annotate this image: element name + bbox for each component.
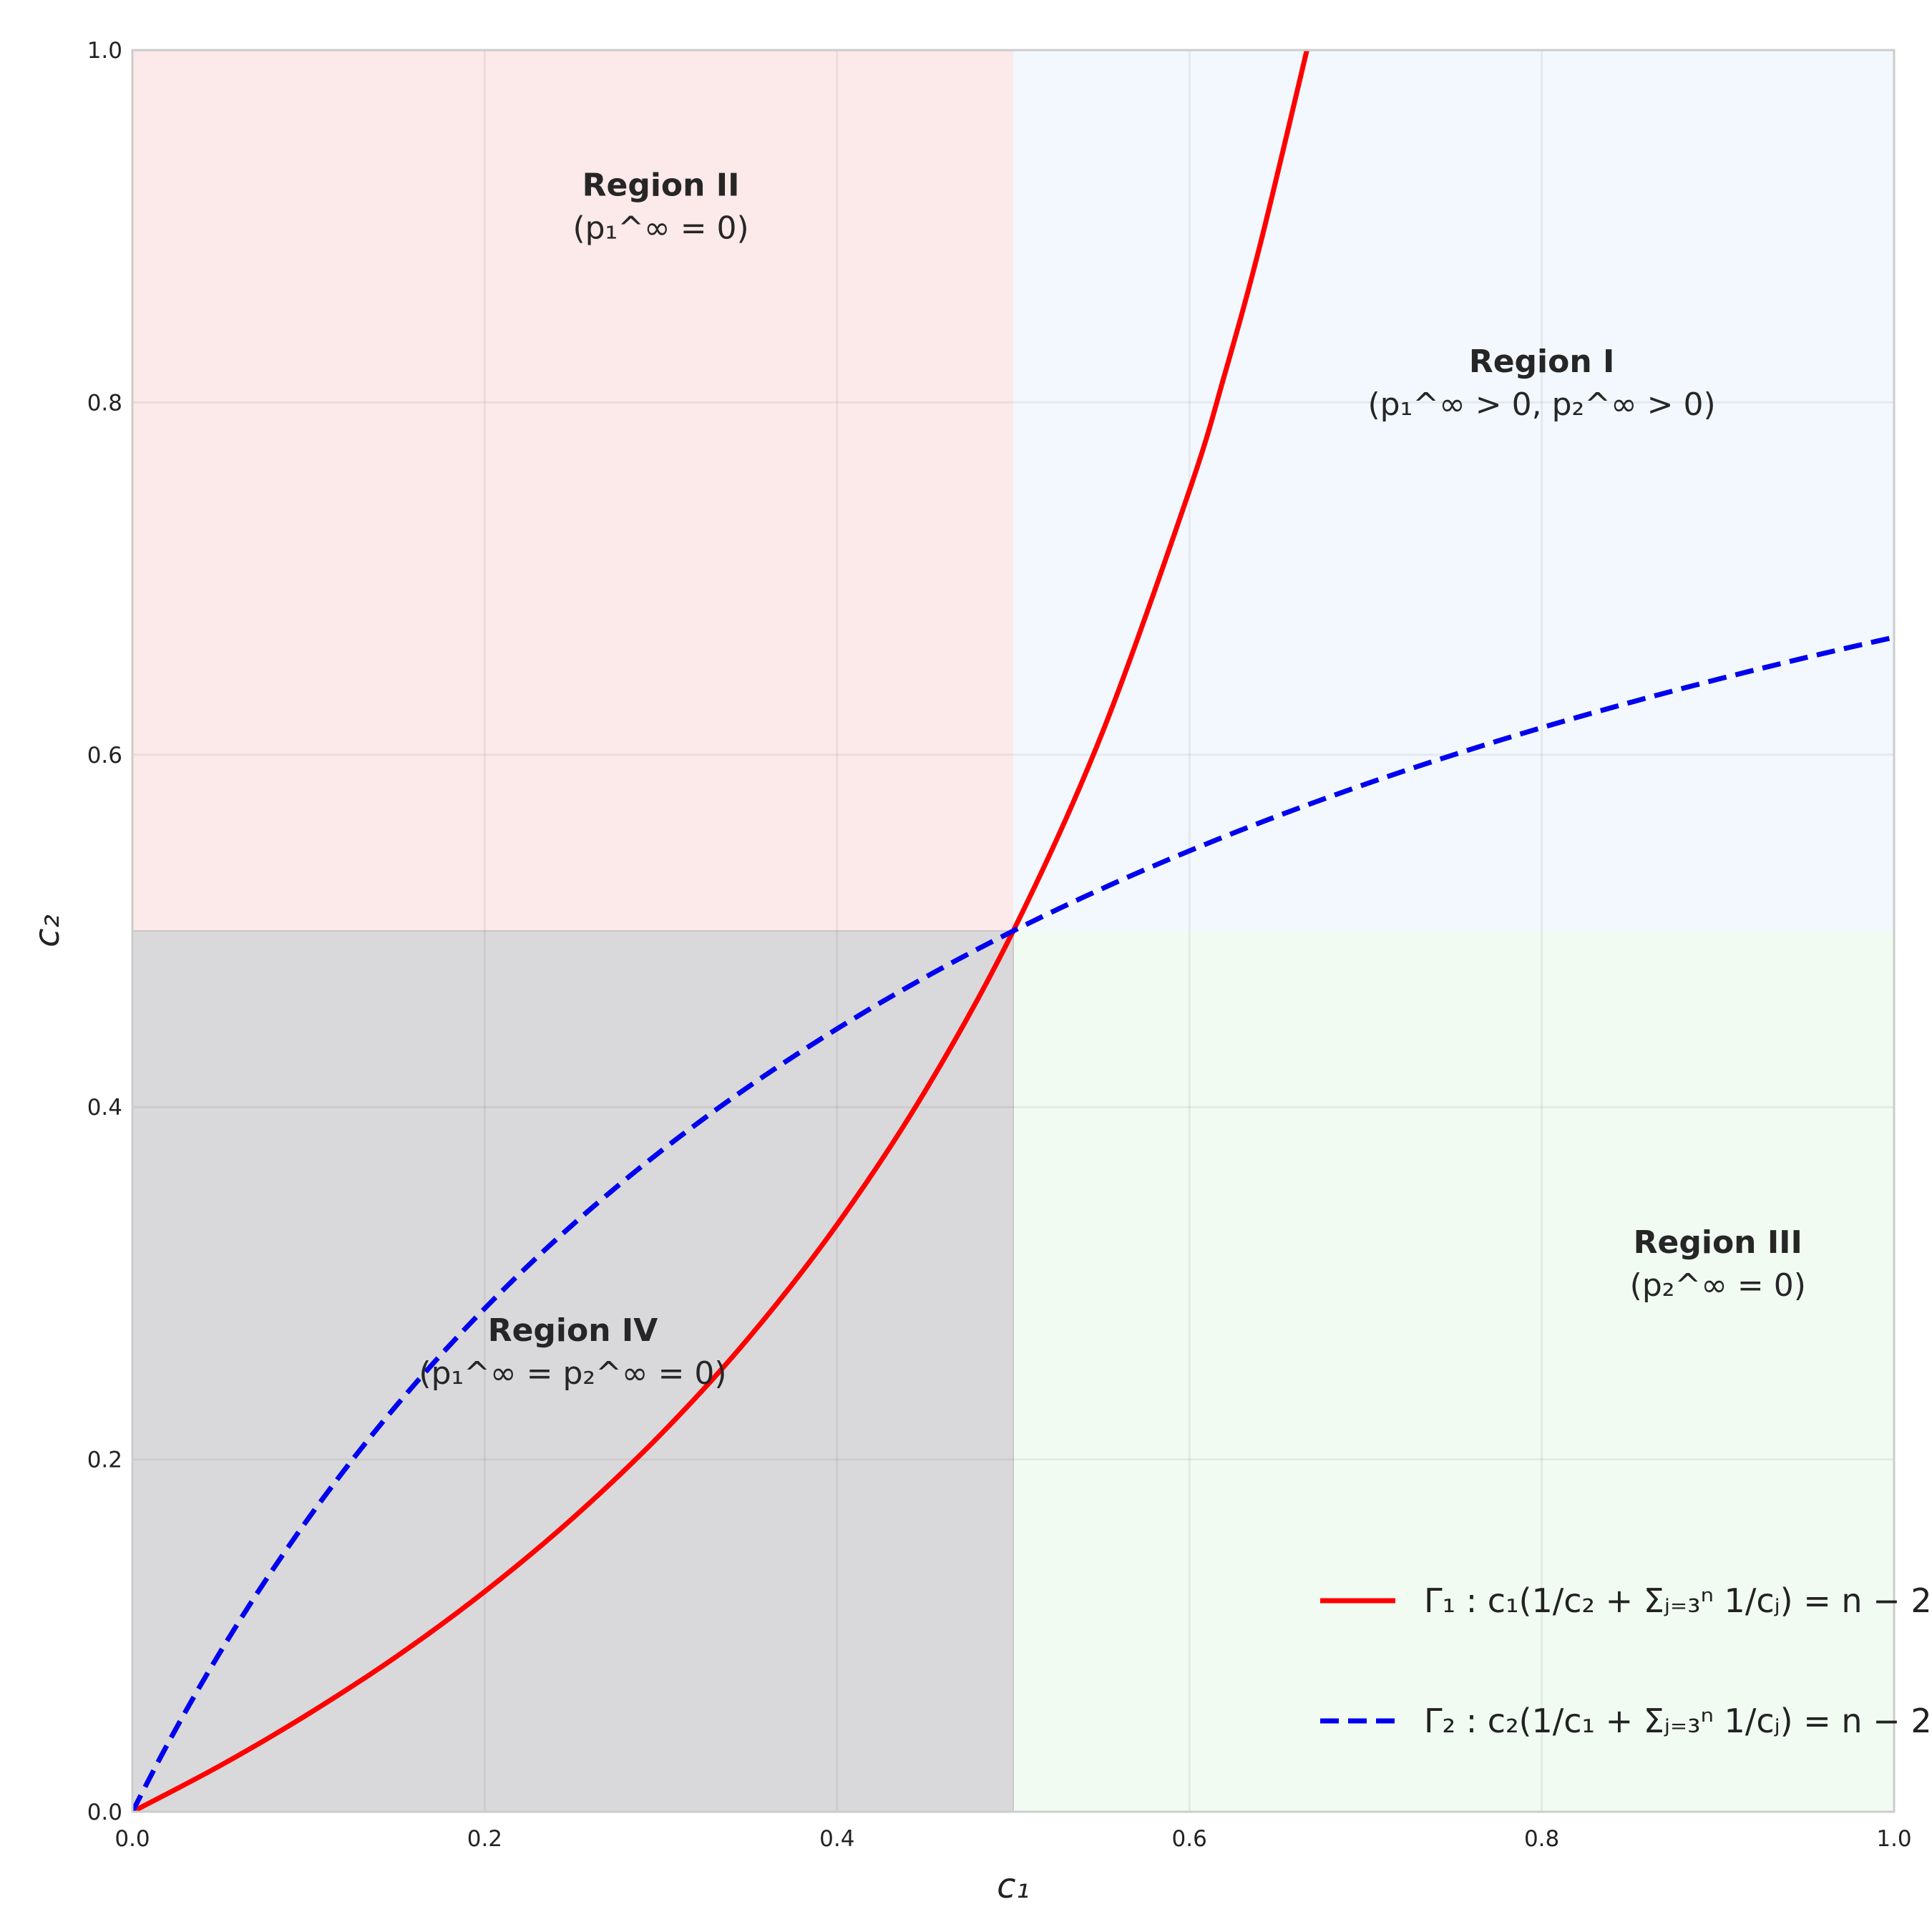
region-iv-area bbox=[132, 931, 1013, 1812]
ticks-layer: 0.0 0.2 0.4 0.6 0.8 1.0 0.0 0.2 0.4 0.6 0.8 1.0 bbox=[87, 38, 1912, 1852]
x-tick-label: 0.6 bbox=[1172, 1826, 1207, 1852]
region-labels: Region II (p₁^∞ = 0) Region I (p₁^∞ > 0, p₂… bbox=[419, 167, 1806, 1392]
x-tick-label: 0.4 bbox=[819, 1826, 854, 1852]
region-iv-condition: (p₁^∞ = p₂^∞ = 0) bbox=[419, 1355, 726, 1392]
y-tick-label: 0.2 bbox=[87, 1448, 122, 1473]
x-axis-label: c₁ bbox=[997, 1866, 1030, 1906]
x-tick-label: 0.8 bbox=[1524, 1826, 1559, 1852]
grid-layer bbox=[132, 50, 1894, 1812]
region-iii-area bbox=[1013, 931, 1894, 1812]
region-i-title: Region I bbox=[1469, 343, 1615, 380]
y-tick-label: 1.0 bbox=[87, 38, 122, 64]
region-i-area bbox=[1013, 50, 1894, 931]
x-tick-label: 0.2 bbox=[467, 1826, 502, 1852]
x-tick-label: 0.0 bbox=[114, 1826, 150, 1852]
region-iv-title: Region IV bbox=[488, 1312, 658, 1349]
region-iii-condition: (p₂^∞ = 0) bbox=[1630, 1267, 1806, 1304]
plot-frame bbox=[131, 49, 1896, 1813]
legend: Γ₁ : c₁(1/c₂ + Σⱼ₌₃ⁿ 1/cⱼ) = n − 2 Γ₂ : c… bbox=[1320, 1581, 1932, 1740]
series-gamma1-line bbox=[132, 50, 1309, 1812]
y-tick-label: 0.0 bbox=[87, 1800, 122, 1825]
series-gamma2-line bbox=[132, 635, 1894, 1812]
regions-layer bbox=[132, 50, 1894, 1812]
legend-label-1: Γ₁ : c₁(1/c₂ + Σⱼ₌₃ⁿ 1/cⱼ) = n − 2 bbox=[1424, 1581, 1932, 1620]
region-ii-condition: (p₁^∞ = 0) bbox=[572, 210, 748, 247]
region-iii-title: Region III bbox=[1634, 1224, 1802, 1261]
y-tick-label: 0.4 bbox=[87, 1095, 122, 1121]
y-axis-label: c₂ bbox=[27, 914, 67, 947]
y-tick-label: 0.6 bbox=[87, 743, 122, 769]
y-tick-label: 0.8 bbox=[87, 390, 122, 416]
series-layer bbox=[132, 50, 1894, 1812]
region-ii-area bbox=[132, 50, 1013, 931]
x-tick-label: 1.0 bbox=[1876, 1826, 1911, 1852]
region-i-condition: (p₁^∞ > 0, p₂^∞ > 0) bbox=[1368, 386, 1716, 423]
region-ii-title: Region II bbox=[582, 167, 740, 204]
legend-label-2: Γ₂ : c₂(1/c₁ + Σⱼ₌₃ⁿ 1/cⱼ) = n − 2 bbox=[1424, 1702, 1932, 1740]
